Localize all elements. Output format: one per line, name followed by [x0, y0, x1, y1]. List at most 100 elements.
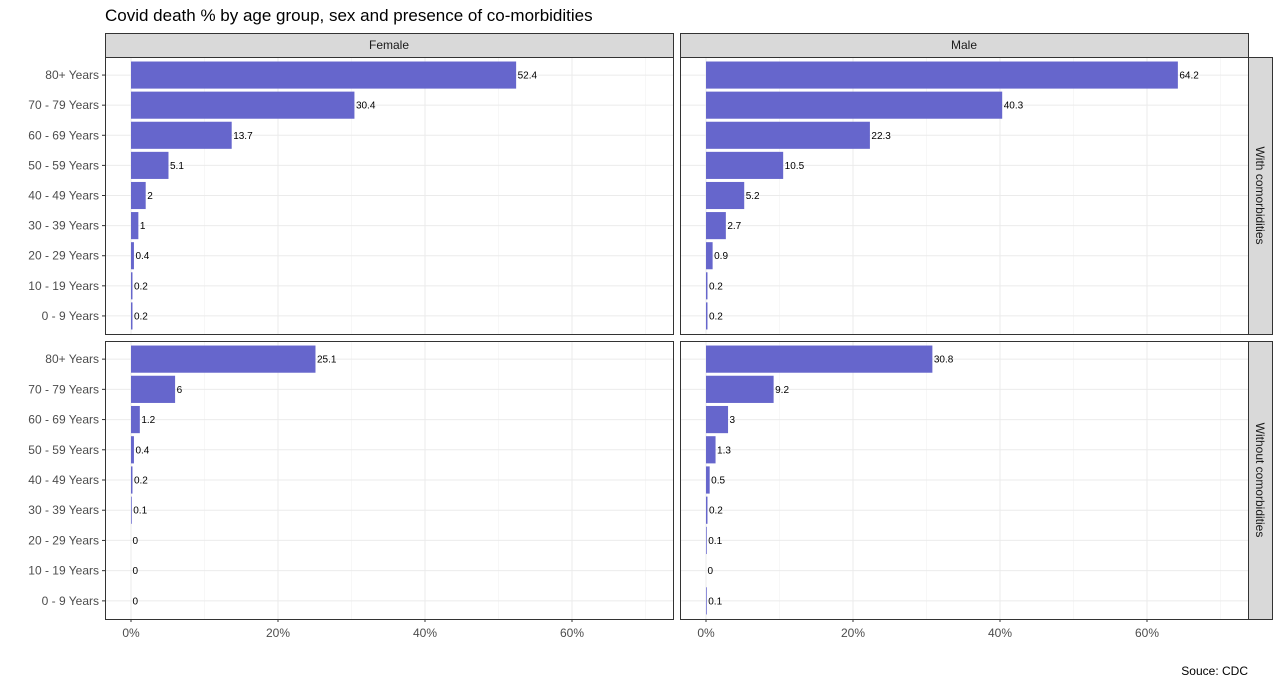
x-tick-label: 0% [122, 626, 140, 640]
bar-value-label: 0.2 [709, 506, 723, 517]
x-tick-label: 60% [1135, 626, 1159, 640]
bar-value-label: 0.1 [708, 596, 722, 607]
x-tick-label: 20% [841, 626, 865, 640]
y-tick-label: 60 - 69 Years [28, 413, 99, 427]
facet-strip-label: Female [369, 38, 409, 52]
bar [131, 181, 146, 210]
bar [706, 375, 774, 403]
panel-border [680, 341, 1249, 620]
bar [706, 61, 1178, 89]
bar-value-label: 0.1 [708, 536, 722, 547]
facet-strip-label: Male [951, 38, 977, 52]
bar [706, 436, 716, 464]
y-tick-label: 10 - 19 Years [28, 564, 99, 578]
bar-value-label: 2.7 [727, 221, 741, 232]
y-tick-label: 40 - 49 Years [28, 189, 99, 203]
bar [131, 121, 232, 149]
bar [131, 375, 176, 403]
bar [706, 91, 1003, 119]
y-tick-label: 50 - 59 Years [28, 158, 99, 172]
y-tick-label: 70 - 79 Years [28, 382, 99, 396]
bar-value-label: 3 [730, 415, 736, 426]
y-tick-label: 60 - 69 Years [28, 128, 99, 142]
bar [706, 181, 745, 210]
bar [131, 496, 132, 524]
bar [706, 466, 710, 494]
bar-value-label: 1.3 [717, 445, 731, 456]
bar [706, 496, 708, 524]
bar-value-label: 0.4 [135, 445, 149, 456]
bar-value-label: 0 [133, 536, 139, 547]
y-tick-label: 80+ Years [45, 352, 99, 366]
bar [706, 121, 870, 149]
bar-value-label: 30.4 [356, 101, 376, 112]
x-tick-label: 0% [697, 626, 715, 640]
bar [706, 526, 707, 555]
x-tick-label: 40% [988, 626, 1012, 640]
y-tick-label: 10 - 19 Years [28, 279, 99, 293]
bar [131, 61, 517, 89]
bar-value-label: 1.2 [141, 415, 155, 426]
y-tick-label: 30 - 39 Years [28, 219, 99, 233]
chart-title: Covid death % by age group, sex and pres… [105, 6, 593, 25]
bar-value-label: 0.5 [711, 476, 725, 487]
bar [706, 272, 708, 300]
bar-value-label: 10.5 [785, 161, 805, 172]
y-tick-label: 40 - 49 Years [28, 473, 99, 487]
x-tick-label: 40% [413, 626, 437, 640]
bar [131, 272, 133, 300]
bar [706, 151, 784, 179]
y-tick-label: 20 - 29 Years [28, 249, 99, 263]
bar-value-label: 0 [133, 566, 139, 577]
row-strip-label: With comorbidities [1253, 146, 1267, 244]
chart-caption: Souce: CDC [1181, 664, 1248, 678]
bar [131, 405, 140, 434]
bar-value-label: 0.4 [135, 251, 149, 262]
bar-value-label: 0.2 [134, 476, 148, 487]
bar [706, 302, 708, 330]
bar-value-label: 64.2 [1179, 71, 1199, 82]
bar-value-label: 0 [708, 566, 714, 577]
bar [706, 405, 729, 434]
bar-value-label: 5.2 [746, 191, 760, 202]
row-strip-label: Without comorbidities [1253, 423, 1267, 538]
bar [131, 212, 139, 240]
bar [131, 466, 133, 494]
bar [706, 587, 707, 615]
bar-value-label: 6 [177, 385, 183, 396]
bar [131, 242, 134, 270]
y-tick-label: 0 - 9 Years [42, 309, 99, 323]
bar-value-label: 0.2 [134, 281, 148, 292]
bar-value-label: 0.2 [134, 311, 148, 322]
bar-value-label: 52.4 [518, 71, 538, 82]
bar-value-label: 9.2 [775, 385, 789, 396]
y-tick-label: 70 - 79 Years [28, 98, 99, 112]
panel-border [105, 341, 674, 620]
bar-value-label: 0.9 [714, 251, 728, 262]
bar-value-label: 0.1 [133, 506, 147, 517]
bar [706, 242, 713, 270]
panel-border [105, 57, 674, 335]
bar-value-label: 13.7 [233, 131, 253, 142]
bar-value-label: 40.3 [1004, 101, 1024, 112]
x-tick-label: 60% [560, 626, 584, 640]
facet-strip-0 [105, 33, 674, 58]
bar [706, 212, 726, 240]
bar-value-label: 0 [133, 596, 139, 607]
bar-value-label: 1 [140, 221, 146, 232]
bar-value-label: 25.1 [317, 355, 337, 366]
bar [131, 302, 133, 330]
bar-value-label: 30.8 [934, 355, 954, 366]
y-tick-label: 80+ Years [45, 68, 99, 82]
x-tick-label: 20% [266, 626, 290, 640]
y-tick-label: 20 - 29 Years [28, 533, 99, 547]
y-tick-label: 30 - 39 Years [28, 503, 99, 517]
bar-value-label: 0.2 [709, 281, 723, 292]
bar-value-label: 5.1 [170, 161, 184, 172]
bar [706, 345, 933, 373]
bar-value-label: 22.3 [871, 131, 891, 142]
panel-border [680, 57, 1249, 335]
bar [131, 345, 316, 373]
